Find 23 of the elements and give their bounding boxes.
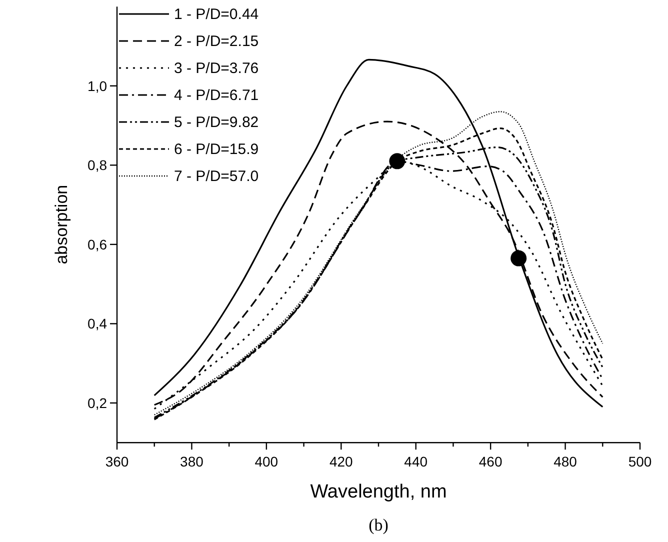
x-tick-label: 420 (329, 454, 354, 470)
legend-label: 2 - P/D=2.15 (174, 33, 259, 50)
legend-label: 3 - P/D=3.76 (174, 60, 259, 77)
y-tick-label: 0,4 (88, 316, 108, 332)
x-tick-label: 480 (554, 454, 578, 470)
x-tick-label: 440 (404, 454, 428, 470)
y-axis-title: absorption (52, 184, 71, 264)
legend-label: 7 - P/D=57.0 (174, 168, 259, 185)
y-tick-label: 1,0 (88, 78, 108, 94)
text: (b) (368, 516, 388, 535)
legend-label: 1 - P/D=0.44 (174, 6, 259, 23)
x-axis-title: Wavelength, nm (310, 482, 447, 503)
x-tick-label: 460 (478, 454, 502, 470)
y-tick-label: 0,6 (88, 236, 108, 252)
legend-label: 5 - P/D=9.82 (174, 114, 259, 131)
x-tick-label: 400 (254, 454, 278, 470)
legend-label: 4 - P/D=6.71 (174, 87, 259, 104)
y-tick-label: 0,8 (88, 157, 108, 174)
x-tick-label: 360 (105, 454, 129, 470)
x-tick-label: 380 (180, 454, 204, 470)
y-tick-label: 0,2 (88, 394, 108, 411)
legend-label: 6 - P/D=15.9 (174, 141, 259, 158)
x-tick-label: 500 (628, 454, 652, 470)
